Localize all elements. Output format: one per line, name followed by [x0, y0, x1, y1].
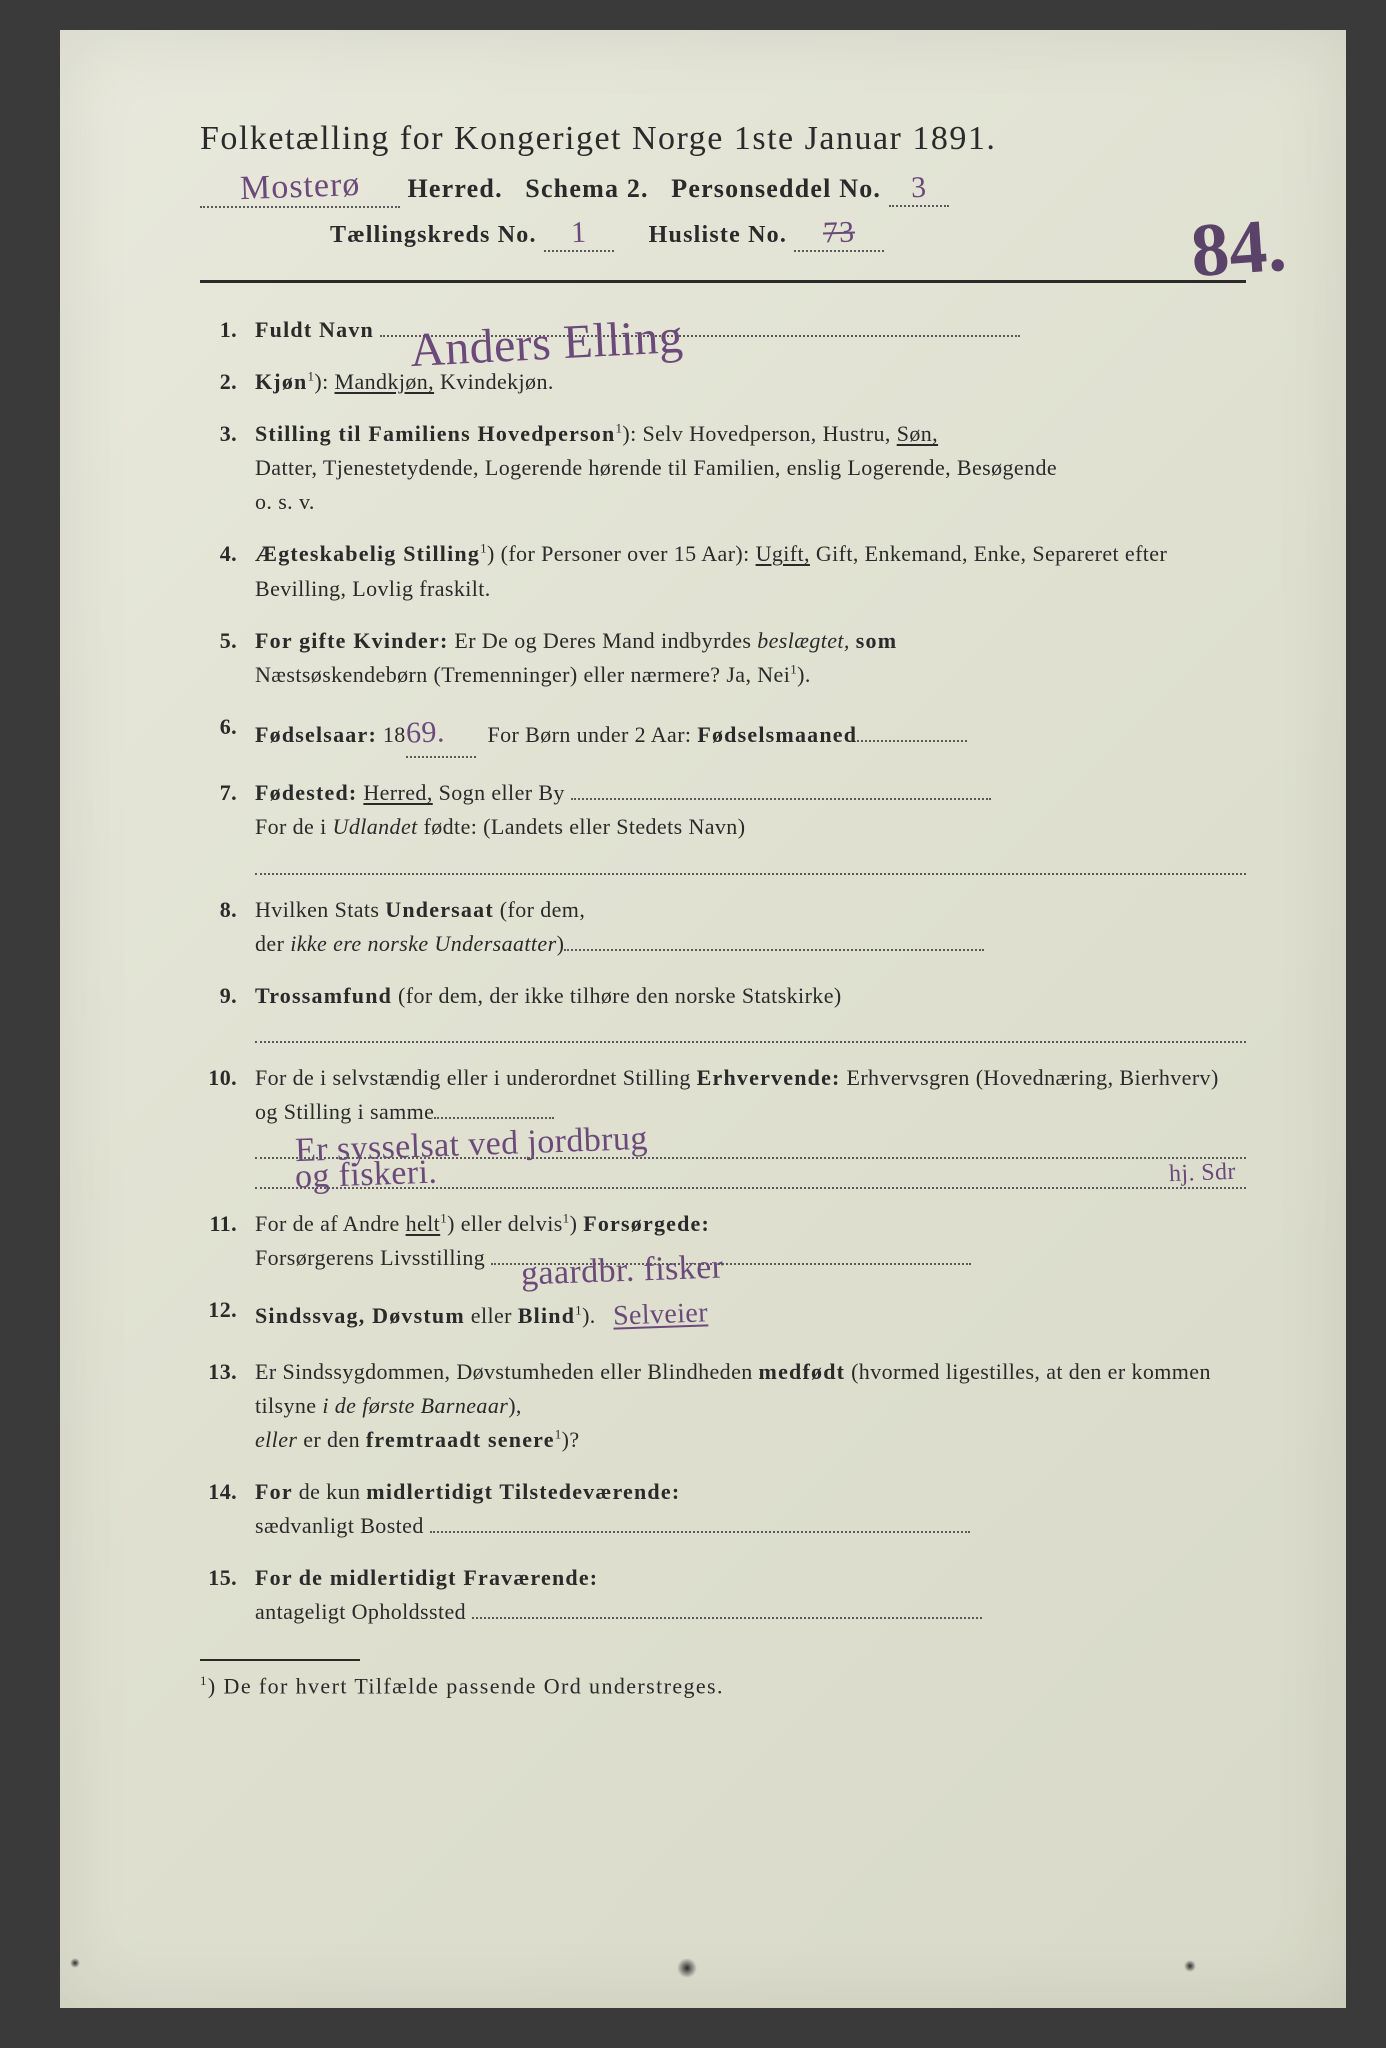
header-block: Folketælling for Kongeriget Norge 1ste J… — [200, 120, 1246, 252]
opt-herred: Herred, — [363, 780, 432, 805]
row-6: 6. Fødselsaar: 1869. For Børn under 2 Aa… — [200, 710, 1246, 759]
footnote: 1) De for hvert Tilfælde passende Ord un… — [200, 1673, 1246, 1699]
main-title: Folketælling for Kongeriget Norge 1ste J… — [200, 120, 1246, 158]
footnote-rule — [200, 1659, 360, 1661]
ink-spot-2 — [70, 1958, 80, 1968]
herred-handwritten: Mosterø — [239, 166, 361, 208]
r10-hw2: og fiskeri. — [294, 1147, 438, 1205]
ink-spot — [677, 1958, 697, 1978]
row-7: 7. Fødested: Herred, Sogn eller By For d… — [200, 776, 1246, 874]
row-8: 8. Hvilken Stats Undersaat (for dem, der… — [200, 893, 1246, 961]
tallingskreds-label: Tællingskreds No. — [330, 222, 537, 248]
personseddel-label: Personseddel No. — [671, 174, 881, 203]
herred-label: Herred. — [408, 174, 503, 203]
personseddel-no-hw: 3 — [910, 171, 927, 206]
document-paper: Folketælling for Kongeriget Norge 1ste J… — [60, 30, 1346, 2008]
ink-spot-3 — [1184, 1960, 1196, 1972]
husliste-label: Husliste No. — [649, 222, 787, 248]
row-2: 2. Kjøn1): Mandkjøn, Kvindekjøn. — [200, 365, 1246, 399]
opt-mandkjon: Mandkjøn, — [335, 369, 435, 394]
row-11: 11. For de af Andre helt1) eller delvis1… — [200, 1207, 1246, 1275]
year-hw: 69. — [405, 709, 445, 757]
opt-ugift: Ugift, — [756, 541, 810, 566]
row-15: 15. For de midlertidigt Fraværende: anta… — [200, 1561, 1246, 1629]
form-list: 1. Fuldt Navn Anders Elling 2. Kjøn1): M… — [200, 313, 1246, 1629]
row-14: 14. For de kun midlertidigt Tilstedevære… — [200, 1475, 1246, 1543]
row-12: 12. Sindssvag, Døvstum eller Blind1). Se… — [200, 1293, 1246, 1336]
row-10: 10. For de i selvstændig eller i underor… — [200, 1061, 1246, 1189]
schema-label: Schema 2. — [525, 174, 648, 203]
husliste-no-struck: 73 — [823, 215, 856, 250]
husliste-big-number: 84. — [1188, 202, 1289, 295]
row-3: 3. Stilling til Familiens Hovedperson1):… — [200, 417, 1246, 519]
scan-frame: Folketælling for Kongeriget Norge 1ste J… — [0, 0, 1386, 2048]
row-1: 1. Fuldt Navn Anders Elling — [200, 313, 1246, 347]
tallingskreds-no-hw: 1 — [570, 216, 587, 251]
divider-rule — [200, 280, 1246, 283]
r12-hw: Selveier — [613, 1292, 709, 1339]
header-row-1: Mosterø Herred. Schema 2. Personseddel N… — [200, 168, 1246, 208]
r10-hw-side: hj. Sdr — [1169, 1154, 1237, 1193]
row-13: 13. Er Sindssygdommen, Døvstumheden elle… — [200, 1355, 1246, 1457]
opt-son: Søn, — [897, 421, 938, 446]
row-4: 4. Ægteskabelig Stilling1) (for Personer… — [200, 537, 1246, 605]
header-row-2: Tællingskreds No. 1 Husliste No. 73 — [330, 216, 1246, 252]
row-5: 5. For gifte Kvinder: Er De og Deres Man… — [200, 624, 1246, 692]
row-9: 9. Trossamfund (for dem, der ikke tilhør… — [200, 979, 1246, 1043]
